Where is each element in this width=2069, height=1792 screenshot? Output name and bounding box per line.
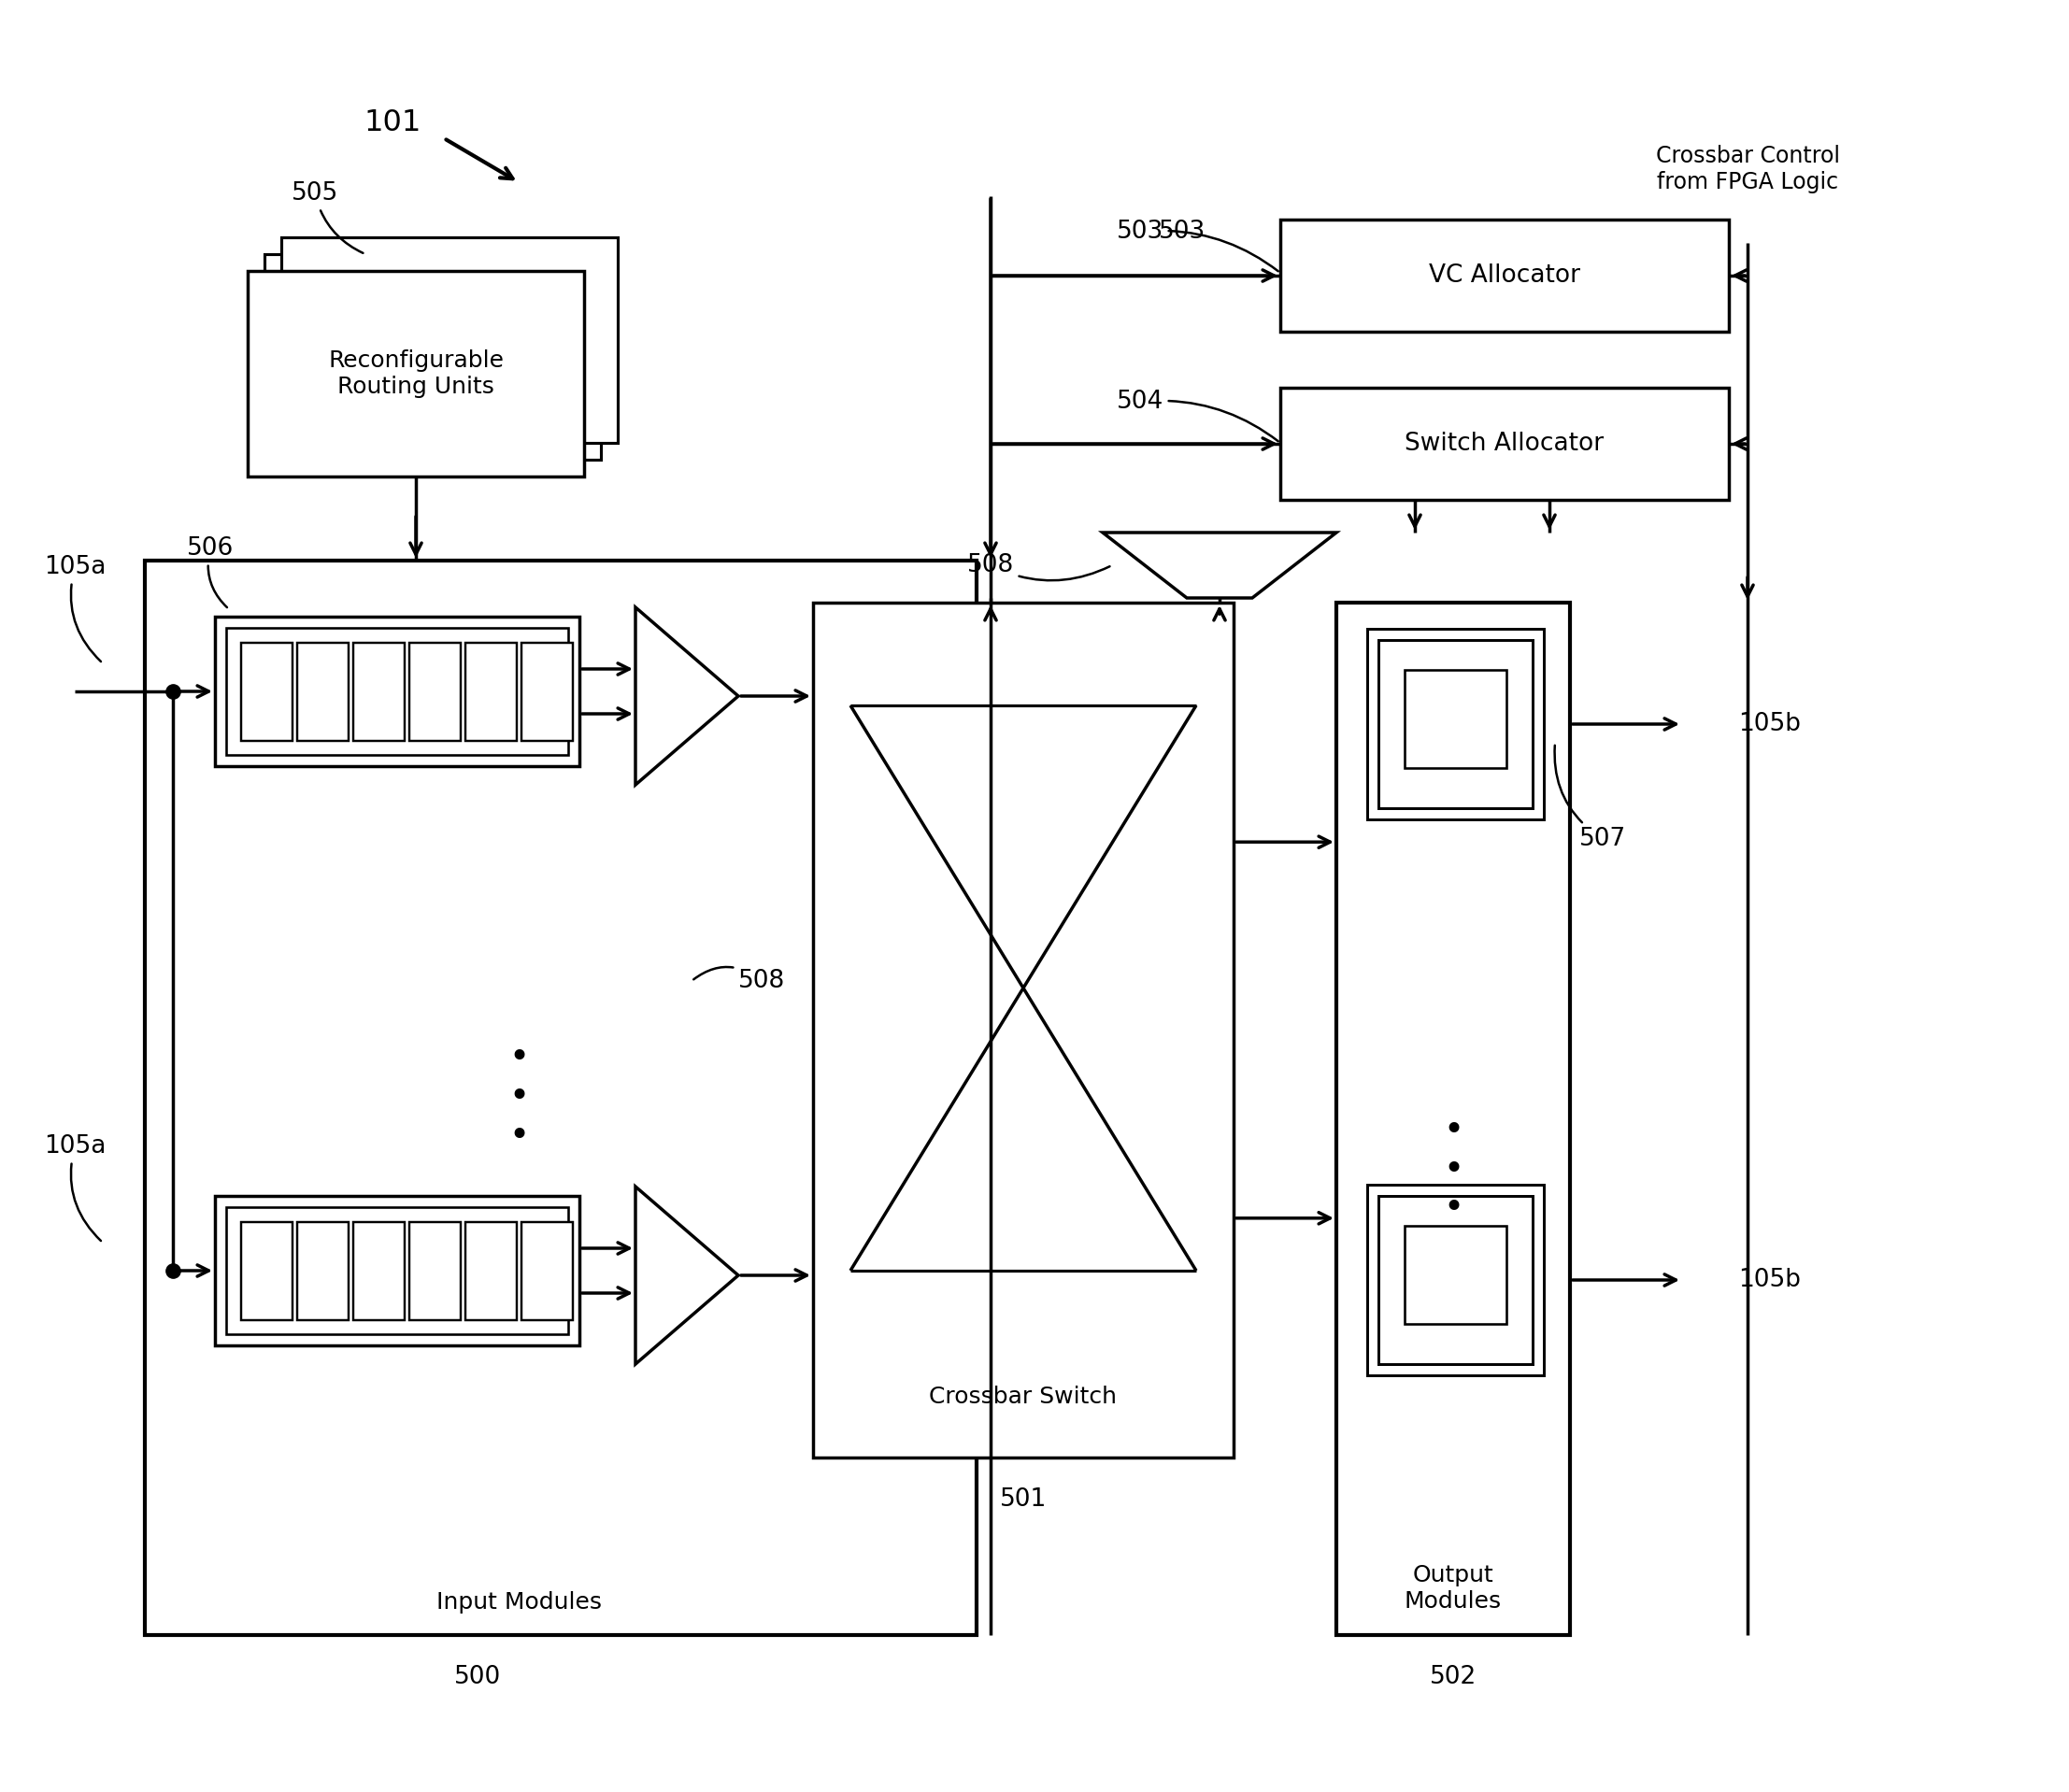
Text: Output
Modules: Output Modules [1405,1564,1502,1613]
Bar [1368,629,1543,819]
Bar [298,643,348,740]
Bar [145,561,977,1634]
Text: Switch Allocator: Switch Allocator [1405,432,1603,455]
Bar [1368,1185,1543,1374]
Text: •
•
•: • • • [509,1043,530,1154]
Bar [281,237,619,443]
Bar [1355,618,1556,831]
Text: 506: 506 [186,536,234,607]
Text: 101: 101 [364,109,422,138]
Bar [1281,387,1730,500]
Text: Input Modules: Input Modules [437,1591,602,1613]
Bar [521,643,573,740]
Bar [1378,640,1533,808]
Text: 105a: 105a [43,556,106,661]
Bar [1378,1195,1533,1364]
Bar [813,602,1233,1457]
Text: 105a: 105a [43,1134,106,1240]
Text: 508: 508 [693,968,786,993]
Bar [265,254,600,461]
Bar [354,1222,406,1321]
Bar [226,627,569,754]
Bar [1337,602,1570,1634]
Text: 505: 505 [292,181,362,253]
Text: 502: 502 [1430,1665,1477,1690]
Bar [248,271,583,477]
Bar [242,643,292,740]
Bar [354,643,406,740]
Bar [242,1222,292,1321]
Bar [1281,220,1730,332]
Bar [298,1222,348,1321]
Text: Crossbar Control
from FPGA Logic: Crossbar Control from FPGA Logic [1655,145,1839,194]
Bar [226,1208,569,1335]
Bar [1405,1226,1506,1324]
Bar [410,1222,461,1321]
Bar [410,643,461,740]
Text: 501: 501 [999,1487,1047,1512]
Text: 105b: 105b [1738,711,1800,737]
Bar [521,1222,573,1321]
Text: 105b: 105b [1738,1269,1800,1292]
Text: 503: 503 [1159,220,1206,244]
Bar [1355,1174,1556,1387]
Text: 504: 504 [1117,389,1279,441]
Text: •
•
•: • • • [1442,1115,1463,1226]
Text: 507: 507 [1554,745,1626,851]
Text: Crossbar Switch: Crossbar Switch [929,1385,1117,1409]
Text: Reconfigurable
Routing Units: Reconfigurable Routing Units [329,349,503,398]
Bar [215,1195,579,1346]
Bar [466,643,517,740]
Text: VC Allocator: VC Allocator [1430,263,1581,289]
Text: 508: 508 [966,554,1109,581]
Text: 503: 503 [1117,220,1279,271]
Bar [1405,670,1506,769]
Bar [466,1222,517,1321]
Bar [215,616,579,767]
Text: 500: 500 [453,1665,501,1690]
